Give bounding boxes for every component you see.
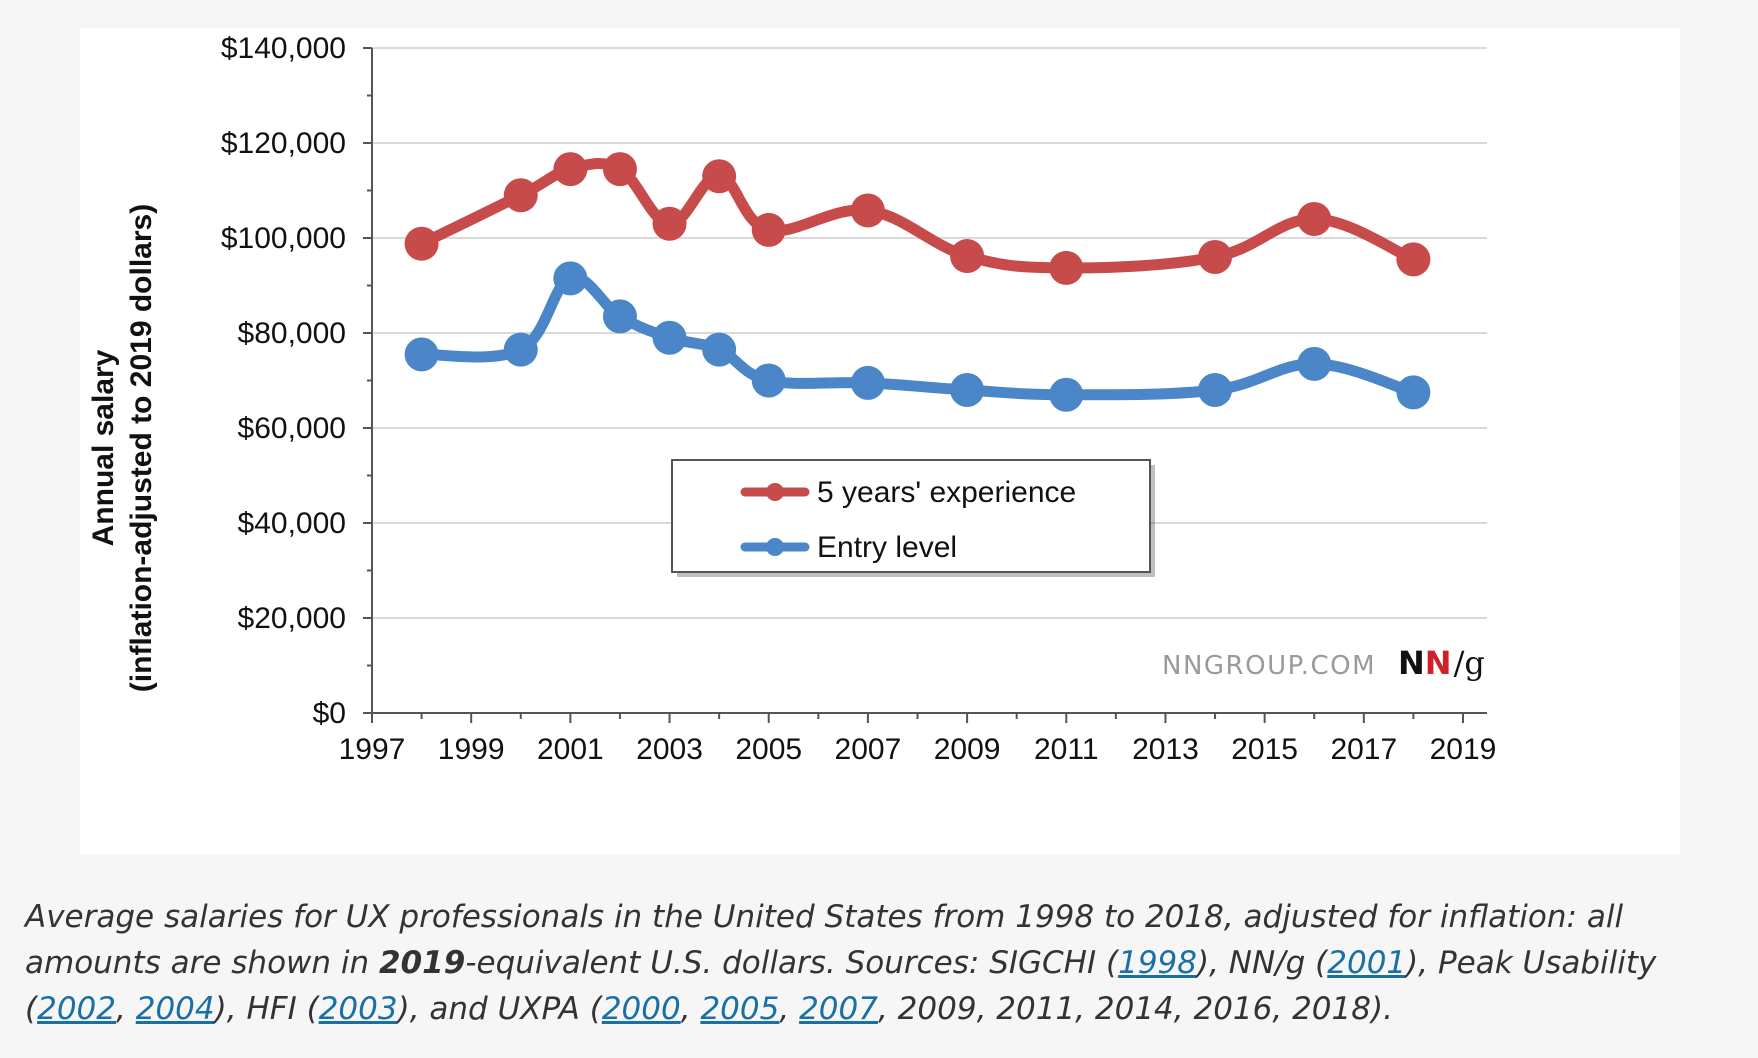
data-point-entry bbox=[1198, 373, 1233, 407]
link-2004[interactable]: 2004 bbox=[135, 991, 215, 1027]
legend-marker-entry bbox=[766, 538, 784, 556]
y-tick-label: $20,000 bbox=[238, 602, 346, 635]
figure-caption: Average salaries for UX professionals in… bbox=[25, 894, 1725, 1032]
x-tick-label: 2017 bbox=[1330, 733, 1397, 766]
x-tick-label: 2001 bbox=[537, 733, 604, 766]
data-point-entry bbox=[652, 320, 687, 355]
data-point-entry bbox=[702, 332, 737, 367]
data-point-entry bbox=[1049, 377, 1084, 412]
link-1998[interactable]: 1998 bbox=[1118, 945, 1197, 981]
x-tick-label: 1999 bbox=[438, 733, 505, 766]
data-point-experience bbox=[850, 193, 885, 228]
axes: $0 $20,000 $40,000 $60,000 $80,000 $100,000 $1… bbox=[221, 32, 1497, 766]
caption-text-7: , 2009, 2011, 2014, 2016, 2018). bbox=[877, 991, 1393, 1027]
logo-n1: N bbox=[1398, 644, 1425, 682]
legend: 5 years' experience Entry level bbox=[671, 459, 1155, 577]
watermark: NNGROUP.COM NN/g bbox=[1162, 644, 1485, 682]
legend-label-experience: 5 years' experience bbox=[817, 476, 1076, 509]
chart-panel: $0 $20,000 $40,000 $60,000 $80,000 $100,000 $1… bbox=[80, 28, 1680, 854]
caption-sep-3: , bbox=[779, 991, 800, 1027]
data-point-experience bbox=[1396, 242, 1431, 277]
data-point-experience bbox=[1297, 202, 1332, 236]
data-point-entry bbox=[553, 261, 588, 296]
nng-logo: NN/g bbox=[1398, 644, 1485, 682]
x-tick-label: 2003 bbox=[636, 733, 703, 766]
x-tick-label: 2005 bbox=[735, 733, 802, 766]
caption-text-2: -equivalent U.S. dollars. Sources: SIGCH… bbox=[465, 945, 1119, 981]
data-point-entry bbox=[950, 373, 985, 407]
data-point-entry bbox=[751, 363, 786, 398]
data-point-experience bbox=[503, 178, 538, 213]
salary-line-chart: $0 $20,000 $40,000 $60,000 $80,000 $100,000 $1… bbox=[87, 32, 1497, 766]
y-tick-label: $140,000 bbox=[221, 32, 346, 65]
x-tick-label: 2015 bbox=[1231, 733, 1298, 766]
data-point-entry bbox=[602, 299, 637, 334]
logo-n2: N bbox=[1425, 644, 1452, 682]
y-axis-title-line1: Annual salary bbox=[87, 349, 120, 546]
data-point-experience bbox=[602, 152, 637, 187]
link-2000[interactable]: 2000 bbox=[601, 991, 681, 1027]
y-tick-label: $100,000 bbox=[221, 222, 346, 255]
watermark-site: NNGROUP.COM bbox=[1162, 651, 1376, 681]
caption-sep-2: , bbox=[680, 991, 701, 1027]
link-2001[interactable]: 2001 bbox=[1327, 945, 1407, 981]
data-point-entry bbox=[503, 332, 538, 367]
data-point-experience bbox=[404, 226, 439, 261]
y-tick-label: $40,000 bbox=[238, 507, 346, 540]
x-tick-label: 2013 bbox=[1132, 733, 1199, 766]
y-axis-title-line2: (inflation-adjusted to 2019 dollars) bbox=[125, 204, 158, 692]
legend-marker-experience bbox=[766, 483, 784, 501]
data-point-experience bbox=[702, 159, 737, 194]
data-point-experience bbox=[1198, 240, 1233, 274]
x-tick-label: 2019 bbox=[1430, 733, 1497, 766]
data-point-experience bbox=[751, 212, 786, 247]
y-tick-label: $60,000 bbox=[238, 412, 346, 445]
caption-sep-1: , bbox=[116, 991, 136, 1027]
caption-text-4: ), Peak Usability ( bbox=[25, 945, 1657, 1027]
caption-text-5: ), HFI ( bbox=[214, 991, 319, 1027]
data-point-experience bbox=[950, 239, 985, 274]
link-2003[interactable]: 2003 bbox=[318, 991, 398, 1027]
caption-bold-year: 2019 bbox=[379, 945, 466, 981]
data-point-entry bbox=[1396, 375, 1431, 410]
y-axis-title: Annual salary (inflation-adjusted to 201… bbox=[87, 204, 158, 692]
legend-label-entry: Entry level bbox=[817, 531, 957, 564]
x-tick-label: 2009 bbox=[934, 733, 1001, 766]
x-tick-label: 2007 bbox=[835, 733, 902, 766]
series-layer bbox=[404, 152, 1431, 412]
y-tick-label: $0 bbox=[313, 697, 346, 730]
caption-text-1: Average salaries for UX professionals in… bbox=[25, 899, 1624, 981]
x-tick-label: 2011 bbox=[1034, 733, 1099, 766]
data-point-entry bbox=[404, 337, 439, 372]
logo-suffix: /g bbox=[1454, 644, 1485, 682]
link-2005[interactable]: 2005 bbox=[700, 991, 780, 1027]
data-point-experience bbox=[553, 152, 588, 187]
data-point-experience bbox=[652, 206, 687, 241]
caption-text-3: ), NN/g ( bbox=[1197, 945, 1328, 981]
data-point-entry bbox=[1297, 346, 1332, 381]
y-tick-label: $120,000 bbox=[221, 127, 346, 160]
legend-box bbox=[671, 459, 1151, 573]
link-2007[interactable]: 2007 bbox=[799, 991, 878, 1027]
link-2002[interactable]: 2002 bbox=[37, 991, 117, 1027]
caption-text-6: ), and UXPA ( bbox=[397, 991, 602, 1027]
y-tick-label: $80,000 bbox=[238, 317, 346, 350]
data-point-entry bbox=[850, 365, 885, 400]
x-tick-label: 1997 bbox=[339, 733, 406, 766]
data-point-experience bbox=[1049, 250, 1084, 285]
